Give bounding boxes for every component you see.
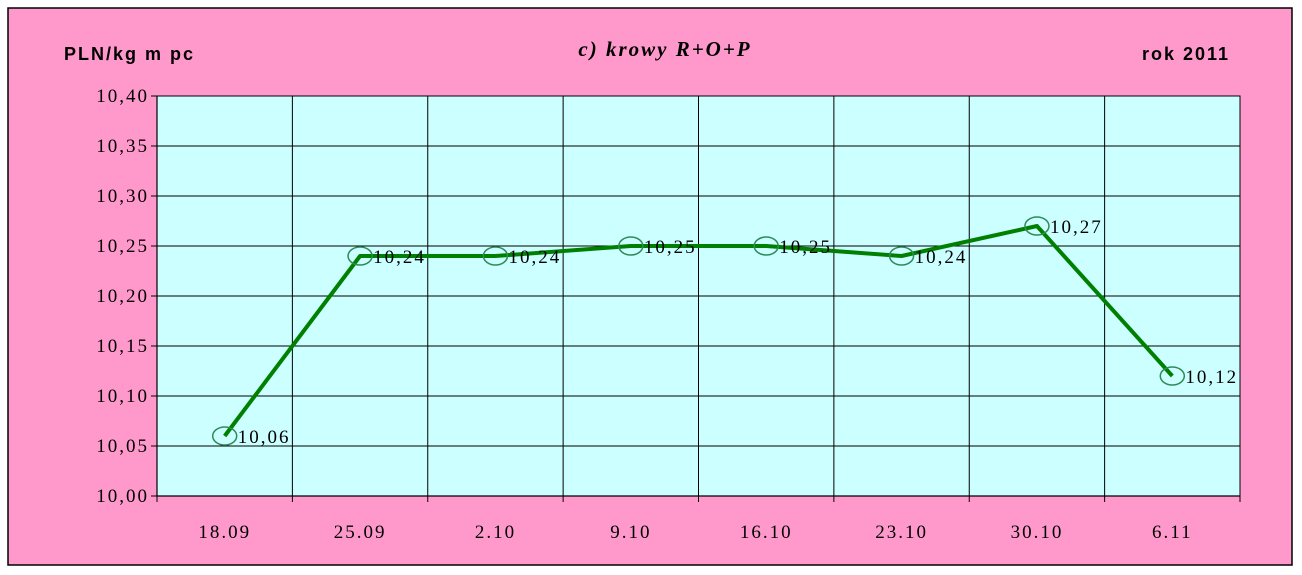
labels: 10,00 10,05 10,10 10,15 10,20 10,25 10,30 10,35… — [96, 86, 1238, 543]
grid — [156, 95, 1241, 497]
year-label: rok 2011 — [1142, 44, 1230, 64]
y-tick-label: 10,05 — [96, 436, 149, 457]
y-tick-label: 10,30 — [96, 186, 149, 207]
data-label: 10,12 — [1185, 367, 1238, 388]
data-point-marker — [1159, 366, 1186, 386]
x-tick-label: 6.11 — [1152, 522, 1193, 543]
unit-label: PLN/kg m pc — [64, 44, 195, 64]
x-tick-label: 23.10 — [875, 522, 928, 543]
data-point-marker — [1024, 216, 1050, 236]
data-label: 10,24 — [508, 247, 561, 268]
y-tick-label: 10,40 — [96, 86, 149, 107]
y-tick-label: 10,25 — [96, 236, 149, 257]
data-point-marker — [482, 246, 509, 266]
data-label: 10,24 — [373, 247, 426, 268]
chart-title: c) krowy R+O+P — [578, 37, 751, 61]
data-point-marker — [888, 246, 915, 266]
y-tick-label: 10,00 — [96, 486, 149, 507]
data-label: 10,27 — [1050, 217, 1103, 238]
data-label: 10,06 — [238, 427, 291, 448]
x-tick-label: 16.10 — [740, 522, 793, 543]
x-tick-label: 18.09 — [198, 522, 251, 543]
x-tick-label: 25.09 — [334, 522, 387, 543]
data-point-marker — [347, 246, 373, 266]
data-label: 10,25 — [644, 237, 697, 258]
data-point-marker — [211, 426, 238, 446]
axes — [151, 95, 1241, 502]
y-tick-label: 10,35 — [96, 136, 149, 157]
data-label: 10,25 — [779, 237, 832, 258]
series-line — [223, 224, 1174, 438]
y-tick-label: 10,20 — [96, 286, 149, 307]
y-tick-label: 10,10 — [96, 386, 149, 407]
x-tick-label: 2.10 — [475, 522, 516, 543]
data-label: 10,24 — [915, 247, 968, 268]
x-tick-label: 30.10 — [1011, 522, 1064, 543]
x-tick-label: 9.10 — [610, 522, 651, 543]
series — [211, 216, 1186, 446]
data-point-marker — [618, 236, 644, 256]
data-point-marker — [753, 236, 779, 256]
y-tick-label: 10,15 — [96, 336, 149, 357]
